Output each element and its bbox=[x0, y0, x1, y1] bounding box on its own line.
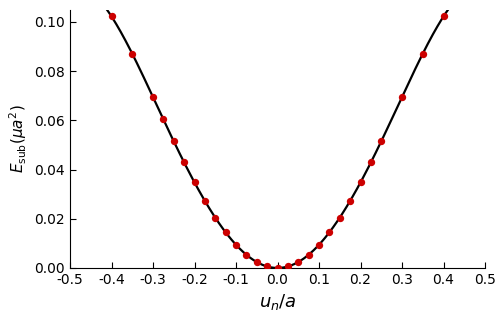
Point bbox=[367, 160, 375, 165]
Point bbox=[149, 94, 157, 100]
Point bbox=[315, 242, 323, 247]
Point bbox=[160, 117, 168, 122]
Point bbox=[440, 14, 448, 19]
Point bbox=[274, 265, 281, 271]
Point bbox=[252, 259, 261, 264]
Point bbox=[294, 259, 302, 264]
Point bbox=[284, 264, 292, 269]
Point bbox=[211, 215, 219, 220]
Point bbox=[128, 51, 136, 56]
Point bbox=[336, 215, 344, 220]
Point bbox=[232, 242, 240, 247]
Point bbox=[108, 14, 116, 19]
Point bbox=[190, 180, 198, 185]
Point bbox=[398, 94, 406, 100]
Point bbox=[263, 264, 271, 269]
Y-axis label: $E_{\mathrm{sub}}(\mu a^2)$: $E_{\mathrm{sub}}(\mu a^2)$ bbox=[7, 104, 29, 173]
Point bbox=[326, 230, 334, 235]
X-axis label: $u_n/a$: $u_n/a$ bbox=[258, 293, 296, 312]
Point bbox=[346, 198, 354, 204]
Point bbox=[378, 139, 386, 144]
Point bbox=[170, 139, 178, 144]
Point bbox=[304, 252, 312, 257]
Point bbox=[242, 252, 250, 257]
Point bbox=[356, 180, 364, 185]
Point bbox=[201, 198, 209, 204]
Point bbox=[419, 51, 427, 56]
Point bbox=[222, 230, 230, 235]
Point bbox=[180, 160, 188, 165]
